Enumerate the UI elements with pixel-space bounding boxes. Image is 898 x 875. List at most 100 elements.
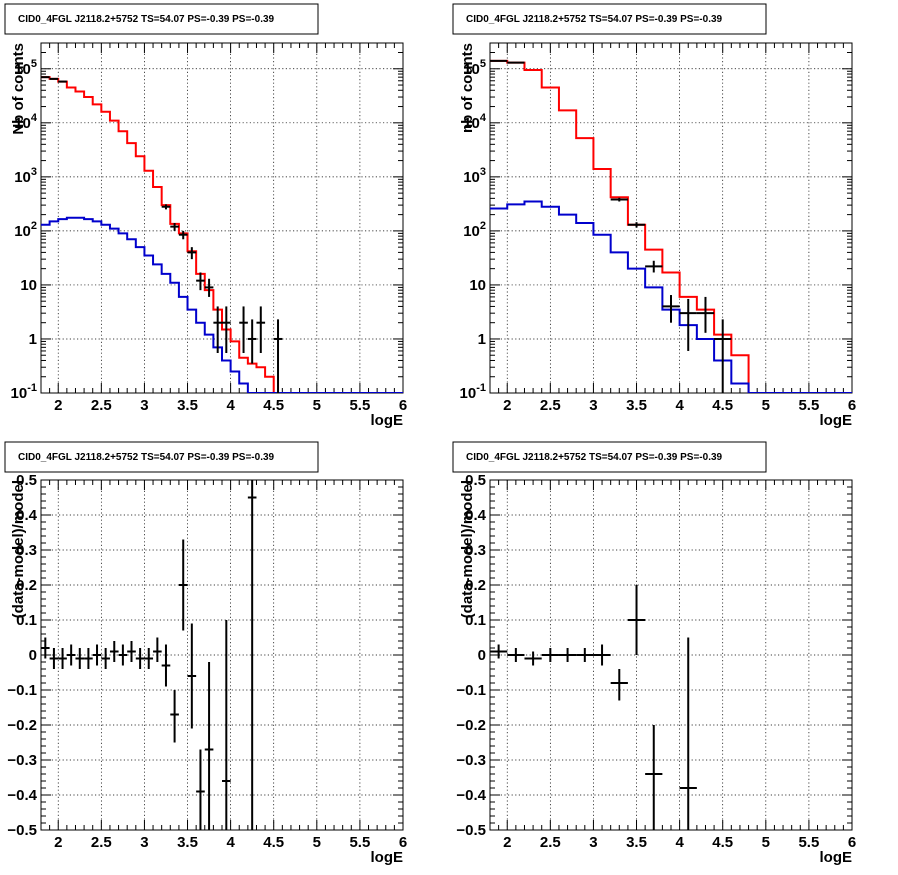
series-group bbox=[41, 480, 257, 830]
y-tick-label: 102 bbox=[14, 220, 37, 240]
data-point bbox=[256, 306, 266, 353]
data-point bbox=[75, 648, 85, 669]
x-tick-label: 5 bbox=[313, 397, 321, 414]
y-tick-label: −0.4 bbox=[7, 787, 37, 804]
data-point bbox=[714, 319, 732, 393]
data-point bbox=[558, 648, 577, 662]
y-tick-label: 0.5 bbox=[16, 472, 37, 489]
series-step-line-model-total bbox=[490, 59, 852, 393]
data-point bbox=[204, 662, 214, 830]
data-point bbox=[170, 690, 179, 743]
data-point bbox=[541, 648, 559, 662]
x-tick-label: 2 bbox=[503, 834, 511, 851]
plot-frame bbox=[40, 42, 404, 394]
x-tick-label: 6 bbox=[848, 397, 856, 414]
x-tick-label: 4.5 bbox=[263, 834, 284, 851]
plot-frame bbox=[489, 42, 853, 394]
data-point bbox=[49, 648, 59, 669]
series-step-line-model-component bbox=[41, 216, 403, 393]
data-point bbox=[679, 637, 697, 830]
data-point bbox=[41, 76, 50, 79]
data-point bbox=[135, 648, 145, 669]
data-point bbox=[92, 644, 102, 666]
y-tick-label: 1 bbox=[478, 331, 486, 348]
y-tick-label: 0.4 bbox=[465, 507, 487, 524]
data-point bbox=[222, 620, 231, 830]
y-axis-label: (data-model)/model bbox=[459, 480, 476, 618]
x-tick-label: 3.5 bbox=[626, 834, 647, 851]
y-tick-label: 0.1 bbox=[16, 612, 37, 629]
title-box bbox=[452, 441, 767, 473]
panel-2: 2 2.5 3 3.5 4 4.5 5 5.5 6 10-1 1 10 102 103 104 105 logE… bbox=[452, 3, 856, 429]
x-tick-label: 4 bbox=[226, 397, 235, 414]
x-tick-label: 6 bbox=[399, 397, 407, 414]
series-group bbox=[41, 76, 403, 393]
y-tick-label: 10 bbox=[469, 277, 486, 294]
x-axis-label: logE bbox=[820, 849, 853, 866]
data-point bbox=[41, 637, 50, 659]
y-axis-label: nb of counts bbox=[459, 43, 476, 133]
data-point bbox=[58, 80, 67, 83]
y-tick-label: −0.3 bbox=[7, 752, 37, 769]
data-point bbox=[610, 669, 628, 701]
x-tick-label: 2 bbox=[503, 397, 511, 414]
data-point bbox=[153, 637, 162, 662]
data-point bbox=[239, 306, 248, 353]
data-point bbox=[213, 306, 222, 353]
x-tick-label: 4 bbox=[226, 834, 235, 851]
data-point bbox=[662, 295, 680, 323]
data-point bbox=[627, 585, 646, 655]
chart-title: CID0_4FGL J2118.2+5752 TS=54.07 PS=-0.39… bbox=[18, 14, 275, 25]
x-tick-label: 3.5 bbox=[177, 397, 198, 414]
x-tick-label: 3 bbox=[140, 397, 148, 414]
x-tick-label: 4.5 bbox=[712, 834, 733, 851]
x-axis-label: logE bbox=[820, 412, 853, 429]
x-tick-label: 3 bbox=[589, 397, 597, 414]
y-tick-label: 105 bbox=[14, 58, 37, 78]
x-tick-label: 2.5 bbox=[91, 397, 112, 414]
x-tick-label: 3.5 bbox=[177, 834, 198, 851]
y-tick-label: 10-1 bbox=[11, 382, 37, 402]
x-tick-label: 5.5 bbox=[798, 397, 819, 414]
data-point bbox=[524, 651, 542, 666]
y-axis-label: Nb of counts bbox=[10, 43, 27, 135]
x-tick-label: 5.5 bbox=[798, 834, 819, 851]
series-group bbox=[490, 585, 697, 830]
chart-title: CID0_4FGL J2118.2+5752 TS=54.07 PS=-0.39… bbox=[466, 14, 723, 25]
x-tick-label: 3 bbox=[140, 834, 148, 851]
y-tick-label: 104 bbox=[463, 112, 487, 132]
data-point bbox=[127, 641, 136, 662]
panel-1: 2 2.5 3 3.5 4 4.5 5 5.5 6 10-1 1 10 102 103 104 105 logE… bbox=[4, 3, 407, 429]
data-point bbox=[610, 197, 628, 202]
y-tick-label: 0.2 bbox=[465, 577, 486, 594]
data-point bbox=[204, 278, 214, 297]
y-tick-label: −0.1 bbox=[7, 682, 37, 699]
data-point bbox=[49, 77, 59, 80]
x-tick-label: 4.5 bbox=[263, 397, 284, 414]
y-tick-label: 105 bbox=[463, 58, 486, 78]
y-tick-label: 103 bbox=[463, 166, 486, 186]
x-tick-label: 4.5 bbox=[712, 397, 733, 414]
data-point bbox=[187, 247, 197, 260]
y-tick-label: 103 bbox=[14, 166, 37, 186]
title-box bbox=[4, 441, 319, 473]
y-tick-label: −0.2 bbox=[7, 717, 37, 734]
y-tick-label: 0 bbox=[29, 647, 37, 664]
data-point bbox=[490, 644, 508, 659]
chart-title: CID0_4FGL J2118.2+5752 TS=54.07 PS=-0.39… bbox=[466, 452, 723, 463]
x-axis-label: logE bbox=[371, 412, 404, 429]
data-point bbox=[170, 222, 179, 231]
y-tick-label: −0.5 bbox=[456, 822, 486, 839]
series-step-line-model-component bbox=[490, 200, 852, 393]
x-tick-label: 2.5 bbox=[540, 834, 561, 851]
series-group bbox=[490, 59, 852, 393]
data-point bbox=[679, 298, 697, 351]
y-tick-label: 0.3 bbox=[465, 542, 486, 559]
y-tick-label: 0.3 bbox=[16, 542, 37, 559]
x-tick-label: 5.5 bbox=[349, 397, 370, 414]
y-tick-label: −0.3 bbox=[456, 752, 486, 769]
panel-3: 2 2.5 3 3.5 4 4.5 5 5.5 6 −0.5 −0.4 −0.3 −0.2 −0.1 0 0.… bbox=[4, 441, 407, 866]
title-box bbox=[452, 3, 767, 35]
x-tick-label: 5 bbox=[313, 834, 321, 851]
